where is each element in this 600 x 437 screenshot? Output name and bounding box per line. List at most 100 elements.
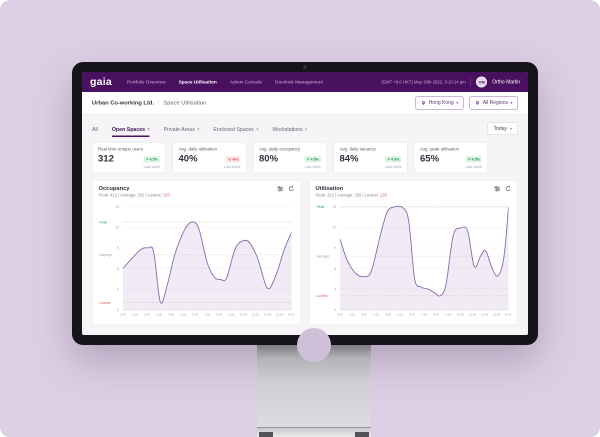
breadcrumb-separator: | [157, 99, 160, 106]
webcam-icon [303, 65, 307, 69]
breadcrumb-row: Urban Co-working Ltd. | Space Utilisatio… [82, 92, 528, 114]
gaia-logo[interactable]: gaia [90, 76, 113, 88]
svg-text:14:00: 14:00 [505, 312, 512, 316]
kpi-delta-badge: ↗ 4.5% [304, 156, 321, 163]
svg-text:0: 0 [117, 308, 119, 312]
tab-private-areas[interactable]: Private Areas ▾ [164, 127, 200, 138]
location-filter-label: Hong Kong [428, 100, 454, 106]
svg-text:Average: Average [99, 253, 112, 257]
kpi-delta-badge: ↘ -6% [225, 156, 241, 163]
chart-stats: Peak: 412 | Average: 291 | Lowest: 197 [99, 193, 170, 198]
svg-text:9: 9 [334, 246, 336, 250]
chevron-down-icon[interactable]: ▾ [197, 127, 200, 132]
space-type-tabs: All Open Spaces ▾ Private Areas ▾ Enclosed… [92, 120, 518, 137]
chart-stats-text: Peak: 312 | Average: 259 | Lowest: [315, 193, 380, 198]
screen: gaia Portfolio Overview Space Utilisatio… [82, 72, 528, 335]
chevron-down-icon[interactable]: ▾ [305, 127, 308, 132]
refresh-icon[interactable] [288, 185, 295, 193]
nav-item-admin-console[interactable]: Admin Console [229, 79, 263, 85]
kpi-value: 65% [420, 153, 440, 164]
region-filter-label: All Regions [482, 100, 508, 106]
svg-text:Peak: Peak [99, 220, 107, 224]
kpi-period: Last week [385, 164, 402, 170]
svg-text:4:00: 4:00 [168, 312, 174, 316]
svg-text:11:00: 11:00 [469, 312, 477, 316]
navbar-right: (GMT +8:0 HKT) May 16th 2022, 3:10:14 pm… [381, 76, 520, 88]
chevron-down-icon: ▾ [456, 100, 459, 105]
kpi-delta: -6% [231, 157, 239, 162]
svg-text:15: 15 [332, 205, 336, 209]
tab-workstations[interactable]: Workstations ▾ [272, 127, 307, 138]
user-name[interactable]: Ortho Martin [492, 79, 520, 85]
kpi-card-peak-utilisation: Avg. peak utilisation 65% ↗ 4.5% Last wee… [414, 142, 488, 173]
kpi-label: Avg. peak utilisation [420, 146, 460, 152]
refresh-icon[interactable] [505, 185, 512, 193]
kpi-delta: 4.5% [149, 157, 158, 162]
svg-text:7:00: 7:00 [204, 312, 210, 316]
chart-title: Occupancy [98, 185, 130, 192]
nav-item-portfolio-overview[interactable]: Portfolio Overview [127, 79, 166, 85]
chevron-down-icon[interactable]: ▾ [147, 127, 150, 132]
monitor-foot [259, 432, 273, 437]
tab-label: Enclosed Spaces [213, 126, 254, 133]
tab-all[interactable]: All [92, 127, 98, 138]
nav-item-space-utilisation[interactable]: Space Utilisation [178, 79, 217, 85]
location-pin-icon [476, 100, 480, 105]
monitor-bezel: gaia Portfolio Overview Space Utilisatio… [72, 62, 538, 345]
svg-text:0: 0 [334, 308, 336, 312]
svg-text:3: 3 [117, 287, 119, 291]
breadcrumb-page: Space Utilisation [163, 99, 207, 106]
date-range-button[interactable]: Today ▾ [487, 122, 518, 135]
svg-text:8:00: 8:00 [216, 312, 222, 316]
svg-text:12: 12 [332, 226, 336, 230]
svg-text:3:00: 3:00 [156, 312, 162, 316]
tab-label: Private Areas [163, 126, 195, 133]
chart-lowest-value: 197 [162, 193, 170, 198]
tab-label: Workstations [272, 126, 303, 133]
svg-text:11:00: 11:00 [252, 312, 260, 316]
chevron-down-icon[interactable]: ▾ [256, 127, 259, 132]
chart-settings-icon[interactable] [494, 186, 501, 193]
location-pin-icon [422, 100, 426, 105]
utilisation-area-chart[interactable]: 0 3 6 9 12 15 0:00 1:00 2:00 3:00 4:00 5:00 6:00 7:00… [316, 199, 512, 322]
svg-text:Lowest: Lowest [99, 301, 110, 305]
kpi-delta-badge: ↗ 4.9% [384, 156, 402, 163]
svg-text:13:00: 13:00 [493, 312, 501, 316]
chart-stats-text: Peak: 412 | Average: 291 | Lowest: [98, 193, 163, 198]
kpi-label: Avg. daily utilisation [178, 146, 218, 152]
svg-text:6: 6 [334, 267, 336, 271]
kpi-value: 40% [178, 153, 198, 164]
svg-text:8:00: 8:00 [433, 312, 439, 316]
chevron-down-icon: ▾ [510, 100, 513, 105]
svg-text:6: 6 [117, 267, 119, 271]
svg-text:12:00: 12:00 [481, 312, 489, 316]
region-filter-button[interactable]: All Regions ▾ [469, 96, 518, 110]
svg-text:10:00: 10:00 [457, 312, 465, 316]
breadcrumb-company: Urban Co-working Ltd. [92, 99, 154, 106]
chevron-down-icon: ▾ [509, 126, 512, 131]
chart-settings-icon[interactable] [277, 186, 284, 193]
kpi-value: 312 [98, 153, 114, 164]
top-navbar: gaia Portfolio Overview Space Utilisatio… [82, 72, 528, 92]
kpi-label: Avg. daily vacancy [339, 146, 376, 152]
divider [470, 77, 472, 87]
trend-up-icon: ↗ [306, 157, 310, 162]
trend-down-icon: ↘ [227, 157, 231, 162]
svg-text:15: 15 [115, 205, 119, 209]
kpi-delta-badge: ↗ 4.5% [143, 156, 160, 163]
location-filter-button[interactable]: Hong Kong ▾ [415, 96, 464, 110]
chart-lowest-value: 129 [379, 193, 387, 198]
svg-text:12: 12 [115, 226, 119, 230]
svg-text:Average: Average [316, 254, 329, 258]
user-avatar[interactable]: OM [476, 76, 488, 88]
dashboard: gaia Portfolio Overview Space Utilisatio… [82, 72, 528, 335]
svg-text:3:00: 3:00 [373, 312, 379, 316]
tab-open-spaces[interactable]: Open Spaces ▾ [111, 127, 150, 137]
nav-item-doorlock-management[interactable]: Doorlock Management [275, 79, 323, 85]
tab-enclosed-spaces[interactable]: Enclosed Spaces ▾ [213, 127, 258, 138]
occupancy-area-chart[interactable]: 0 3 6 9 12 15 0:00 1:00 2:00 3:00 4:00 5:00 6:00 7:00… [99, 199, 295, 322]
monitor-stand [257, 328, 371, 427]
kpi-period: Last week [224, 164, 241, 170]
kpi-card-daily-vacancy: Avg. daily vacancy 84% ↗ 4.9% Last week [333, 142, 408, 173]
